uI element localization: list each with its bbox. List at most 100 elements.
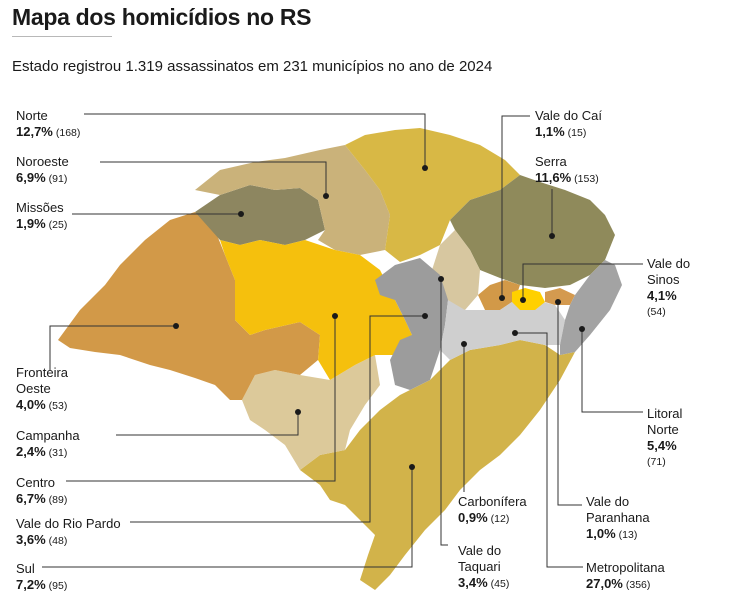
leader-norte bbox=[84, 113, 426, 168]
dot-carbonifera bbox=[461, 341, 467, 347]
label-noroeste-count: 91 bbox=[49, 173, 68, 185]
label-serra-name: Serra bbox=[535, 154, 567, 169]
dot-missoes bbox=[238, 211, 244, 217]
region-centro[interactable] bbox=[220, 240, 412, 380]
label-serra: Serra 11,6%153 bbox=[535, 154, 599, 187]
label-vale-do-cai-pct: 1,1% bbox=[535, 124, 565, 139]
dot-norte bbox=[422, 165, 428, 171]
label-campanha-count: 31 bbox=[49, 447, 68, 459]
label-vale-do-rio-pardo-count: 48 bbox=[49, 535, 68, 547]
region-serra[interactable] bbox=[450, 175, 615, 288]
label-vale-do-cai-name: Vale do Caí bbox=[535, 108, 602, 123]
leader-litoral-norte bbox=[581, 329, 643, 413]
leader-vale-do-sinos bbox=[522, 263, 643, 300]
leader-vale-do-cai bbox=[501, 115, 530, 298]
label-noroeste-pct: 6,9% bbox=[16, 170, 46, 185]
region-noroeste[interactable] bbox=[195, 145, 390, 255]
label-centro-pct: 6,7% bbox=[16, 491, 46, 506]
label-noroeste: Noroeste 6,9%91 bbox=[16, 154, 69, 187]
leader-noroeste bbox=[100, 161, 327, 196]
label-vale-do-paranhana-count: 13 bbox=[619, 529, 638, 541]
leader-metropolitana bbox=[515, 332, 583, 568]
label-vale-do-sinos-name: Vale do Sinos bbox=[647, 256, 691, 287]
label-vale-do-taquari-count: 45 bbox=[491, 578, 510, 590]
label-vale-do-rio-pardo-name: Vale do Rio Pardo bbox=[16, 516, 121, 531]
label-vale-do-cai: Vale do Caí 1,1%15 bbox=[535, 108, 602, 141]
label-fronteira-oeste-name: Fronteira Oeste bbox=[16, 365, 69, 396]
label-vale-do-sinos-count: 54 bbox=[647, 304, 707, 320]
region-vale-do-sinos[interactable] bbox=[512, 288, 545, 310]
label-fronteira-oeste-count: 53 bbox=[49, 400, 68, 412]
dot-noroeste bbox=[323, 193, 329, 199]
region-campanha[interactable] bbox=[242, 355, 380, 470]
label-carbonifera-pct: 0,9% bbox=[458, 510, 488, 525]
label-carbonifera-name: Carbonífera bbox=[458, 494, 527, 509]
region-vale-do-cai[interactable] bbox=[478, 280, 520, 310]
region-litoral-norte[interactable] bbox=[560, 260, 622, 355]
label-norte-pct: 12,7% bbox=[16, 124, 53, 139]
label-vale-do-paranhana-pct: 1,0% bbox=[586, 526, 616, 541]
dot-vale-do-sinos bbox=[520, 297, 526, 303]
label-vale-do-taquari-pct: 3,4% bbox=[458, 575, 488, 590]
label-fronteira-oeste: Fronteira Oeste 4,0%53 bbox=[16, 365, 96, 414]
dot-litoral-norte bbox=[579, 326, 585, 332]
label-missoes: Missões 1,9%25 bbox=[16, 200, 67, 233]
label-campanha: Campanha 2,4%31 bbox=[16, 428, 80, 461]
label-metropolitana-count: 356 bbox=[626, 579, 651, 591]
label-vale-do-taquari-name: Vale do Taquari bbox=[458, 543, 502, 574]
label-litoral-norte-name: Litoral Norte bbox=[647, 406, 683, 437]
label-campanha-pct: 2,4% bbox=[16, 444, 46, 459]
region-fronteira-oeste[interactable] bbox=[58, 212, 320, 400]
dot-fronteira-oeste bbox=[173, 323, 179, 329]
label-serra-count: 153 bbox=[574, 173, 599, 185]
label-sul-name: Sul bbox=[16, 561, 35, 576]
label-vale-do-sinos-pct: 4,1% bbox=[647, 288, 677, 303]
label-norte: Norte 12,7%168 bbox=[16, 108, 80, 141]
dot-centro bbox=[332, 313, 338, 319]
dot-vale-do-taquari bbox=[438, 276, 444, 282]
label-sul-count: 95 bbox=[49, 580, 68, 592]
label-vale-do-rio-pardo: Vale do Rio Pardo 3,6%48 bbox=[16, 516, 121, 549]
page-title: Mapa dos homicídios no RS bbox=[12, 4, 312, 30]
label-missoes-count: 25 bbox=[49, 219, 68, 231]
dot-sul bbox=[409, 464, 415, 470]
label-fronteira-oeste-pct: 4,0% bbox=[16, 397, 46, 412]
region-paranhana[interactable] bbox=[545, 288, 575, 305]
dot-vale-do-cai bbox=[499, 295, 505, 301]
region-sul[interactable] bbox=[300, 340, 575, 590]
label-vale-do-cai-count: 15 bbox=[568, 127, 587, 139]
label-noroeste-name: Noroeste bbox=[16, 154, 69, 169]
label-campanha-name: Campanha bbox=[16, 428, 80, 443]
leader-vale-do-rio-pardo bbox=[130, 315, 425, 523]
leader-centro bbox=[66, 316, 336, 482]
dot-campanha bbox=[295, 409, 301, 415]
label-carbonifera-count: 12 bbox=[491, 513, 510, 525]
label-sul-pct: 7,2% bbox=[16, 577, 46, 592]
label-serra-pct: 11,6% bbox=[535, 170, 572, 185]
dot-metropolitana bbox=[512, 330, 518, 336]
label-metropolitana: Metropolitana 27,0%356 bbox=[586, 560, 665, 593]
region-vale-do-rio-pardo[interactable] bbox=[375, 258, 448, 390]
leader-sul bbox=[42, 467, 413, 568]
page-subtitle: Estado registrou 1.319 assassinatos em 2… bbox=[12, 58, 493, 75]
label-sul: Sul 7,2%95 bbox=[16, 561, 67, 594]
dot-paranhana bbox=[555, 299, 561, 305]
label-missoes-name: Missões bbox=[16, 200, 64, 215]
region-norte[interactable] bbox=[345, 128, 520, 262]
label-centro: Centro 6,7%89 bbox=[16, 475, 67, 508]
title-divider bbox=[12, 36, 112, 37]
label-norte-count: 168 bbox=[56, 127, 81, 139]
dot-vale-do-rio-pardo bbox=[422, 313, 428, 319]
label-centro-name: Centro bbox=[16, 475, 56, 490]
region-missoes[interactable] bbox=[195, 185, 325, 245]
label-vale-do-sinos: Vale do Sinos 4,1%54 bbox=[647, 256, 707, 320]
label-litoral-norte-pct: 5,4% bbox=[647, 438, 677, 453]
leader-paranhana bbox=[557, 302, 582, 506]
label-vale-do-paranhana-name: Vale do Paranhana bbox=[586, 494, 650, 525]
region-metropolitana[interactable] bbox=[440, 300, 565, 360]
label-metropolitana-pct: 27,0% bbox=[586, 576, 623, 591]
label-carbonifera: Carbonífera 0,9%12 bbox=[458, 494, 527, 527]
label-vale-do-rio-pardo-pct: 3,6% bbox=[16, 532, 46, 547]
leader-vale-do-taquari bbox=[440, 279, 448, 546]
